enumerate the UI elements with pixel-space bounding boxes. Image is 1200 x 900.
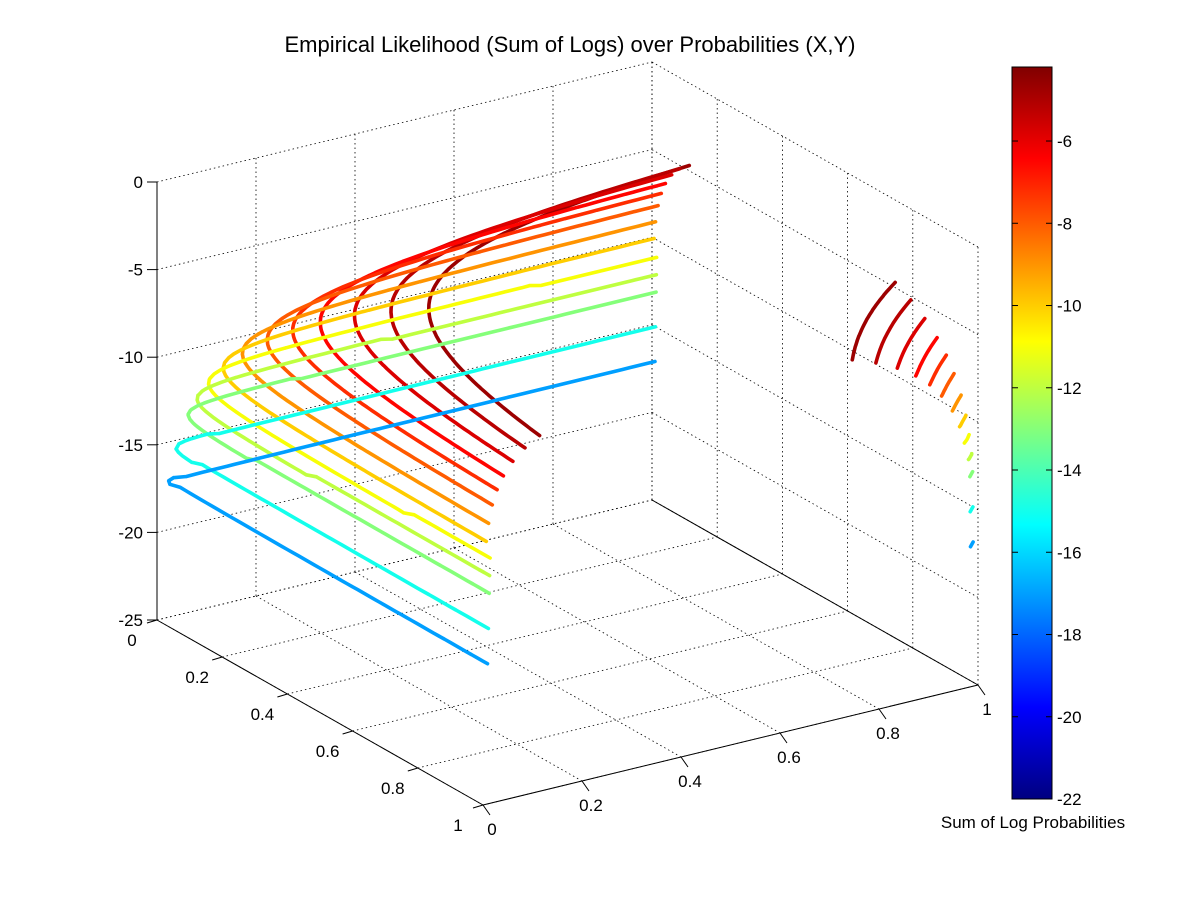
back-wall-grid-line: [156, 236, 653, 358]
y-tick-label: 0.2: [185, 668, 209, 687]
x-tick-label: 0.4: [678, 772, 702, 791]
y-tick-label: 0.4: [251, 705, 275, 724]
z-tick-label: 0: [134, 173, 143, 192]
contour-line: [240, 220, 963, 526]
axes: [146, 181, 986, 816]
colorbar-tick-label: -16: [1057, 543, 1082, 562]
y-tick-mark: [342, 730, 353, 735]
floor-grid-line: [354, 571, 682, 758]
y-tick-label: 0.8: [381, 779, 405, 798]
contour-line: [174, 325, 975, 631]
contour-lines: [166, 163, 975, 666]
x-tick-mark: [977, 684, 986, 696]
x-tick-mark: [482, 804, 491, 816]
colorbar-label: Sum of Log Probabilities: [941, 813, 1125, 832]
contour-line: [265, 203, 956, 507]
side-wall-grid-line: [651, 236, 979, 423]
x-tick-mark: [779, 732, 788, 744]
z-tick-label: -5: [128, 261, 143, 280]
colorbar-tick-label: -14: [1057, 461, 1082, 480]
x-tick-label: 0.8: [876, 724, 900, 743]
contour-line: [427, 163, 897, 438]
back-wall-grid-line: [156, 149, 653, 270]
contour-line: [195, 272, 974, 578]
colorbar-tick-label: -12: [1057, 379, 1082, 398]
back-wall-grid-line: [156, 61, 653, 183]
y-tick-label: 1: [453, 816, 462, 835]
colorbar-tick-label: -6: [1057, 132, 1072, 151]
colorbar-tick-label: -22: [1057, 790, 1082, 809]
z-tick-label: -20: [118, 523, 143, 542]
z-tick-label: -15: [118, 436, 143, 455]
chart-title: Empirical Likelihood (Sum of Logs) over …: [284, 32, 855, 57]
y-tick-mark: [407, 767, 418, 772]
floor-edge-line: [651, 499, 979, 686]
x-axis-line: [482, 684, 979, 806]
colorbar-gradient: [1011, 66, 1053, 800]
contour-line: [186, 290, 975, 596]
y-tick-label: 0: [127, 631, 136, 650]
side-wall-grid-line: [651, 412, 979, 598]
x-tick-mark: [878, 708, 887, 720]
x-tick-label: 0.2: [579, 796, 603, 815]
tick-labels: 0 0.2 0.4 0.6 0.8 1 0 0.2 0.4 0.6 0.8 1 0 -5 -10 -15 -20…: [118, 173, 991, 839]
floor-grid-line: [287, 573, 783, 695]
back-wall-grid-line: [156, 412, 653, 533]
floor-grid-line: [453, 547, 781, 734]
colorbar-ticks: -6 -8 -10 -12 -14 -16 -18 -20 -22: [1012, 132, 1082, 809]
side-wall-grid-line: [651, 149, 979, 335]
z-tick-label: -10: [118, 348, 143, 367]
y-tick-mark: [212, 656, 223, 661]
x-tick-mark: [581, 780, 590, 792]
colorbar-tick-label: -20: [1057, 708, 1082, 727]
floor-grid-line: [552, 523, 880, 710]
grid-lines: [156, 61, 979, 806]
contour-line: [206, 255, 971, 560]
x-tick-label: 1: [982, 700, 991, 719]
y-axis-line: [156, 619, 484, 806]
floor-grid-line: [352, 610, 848, 732]
y-tick-mark: [277, 693, 288, 698]
back-wall-grid-line: [156, 324, 653, 446]
z-tick-label: -25: [118, 611, 143, 630]
contour-line: [166, 359, 975, 666]
colorbar: -6 -8 -10 -12 -14 -16 -18 -20 -22 Sum of Log Pro…: [941, 66, 1125, 832]
colorbar-tick-label: -18: [1057, 626, 1082, 645]
floor-grid-line: [222, 536, 718, 658]
colorbar-tick-label: -8: [1057, 214, 1072, 233]
y-tick-mark: [472, 804, 484, 809]
floor-grid-line: [417, 647, 913, 769]
x-tick-mark: [680, 756, 689, 768]
y-tick-label: 0.6: [316, 742, 340, 761]
side-wall-grid-line: [651, 61, 979, 248]
contour-line: [221, 236, 968, 544]
contour-line: [352, 173, 927, 464]
x-tick-label: 0: [487, 820, 496, 839]
back-wall-grid-line: [156, 499, 653, 621]
colorbar-tick-label: -10: [1057, 297, 1082, 316]
x-tick-label: 0.6: [777, 748, 801, 767]
